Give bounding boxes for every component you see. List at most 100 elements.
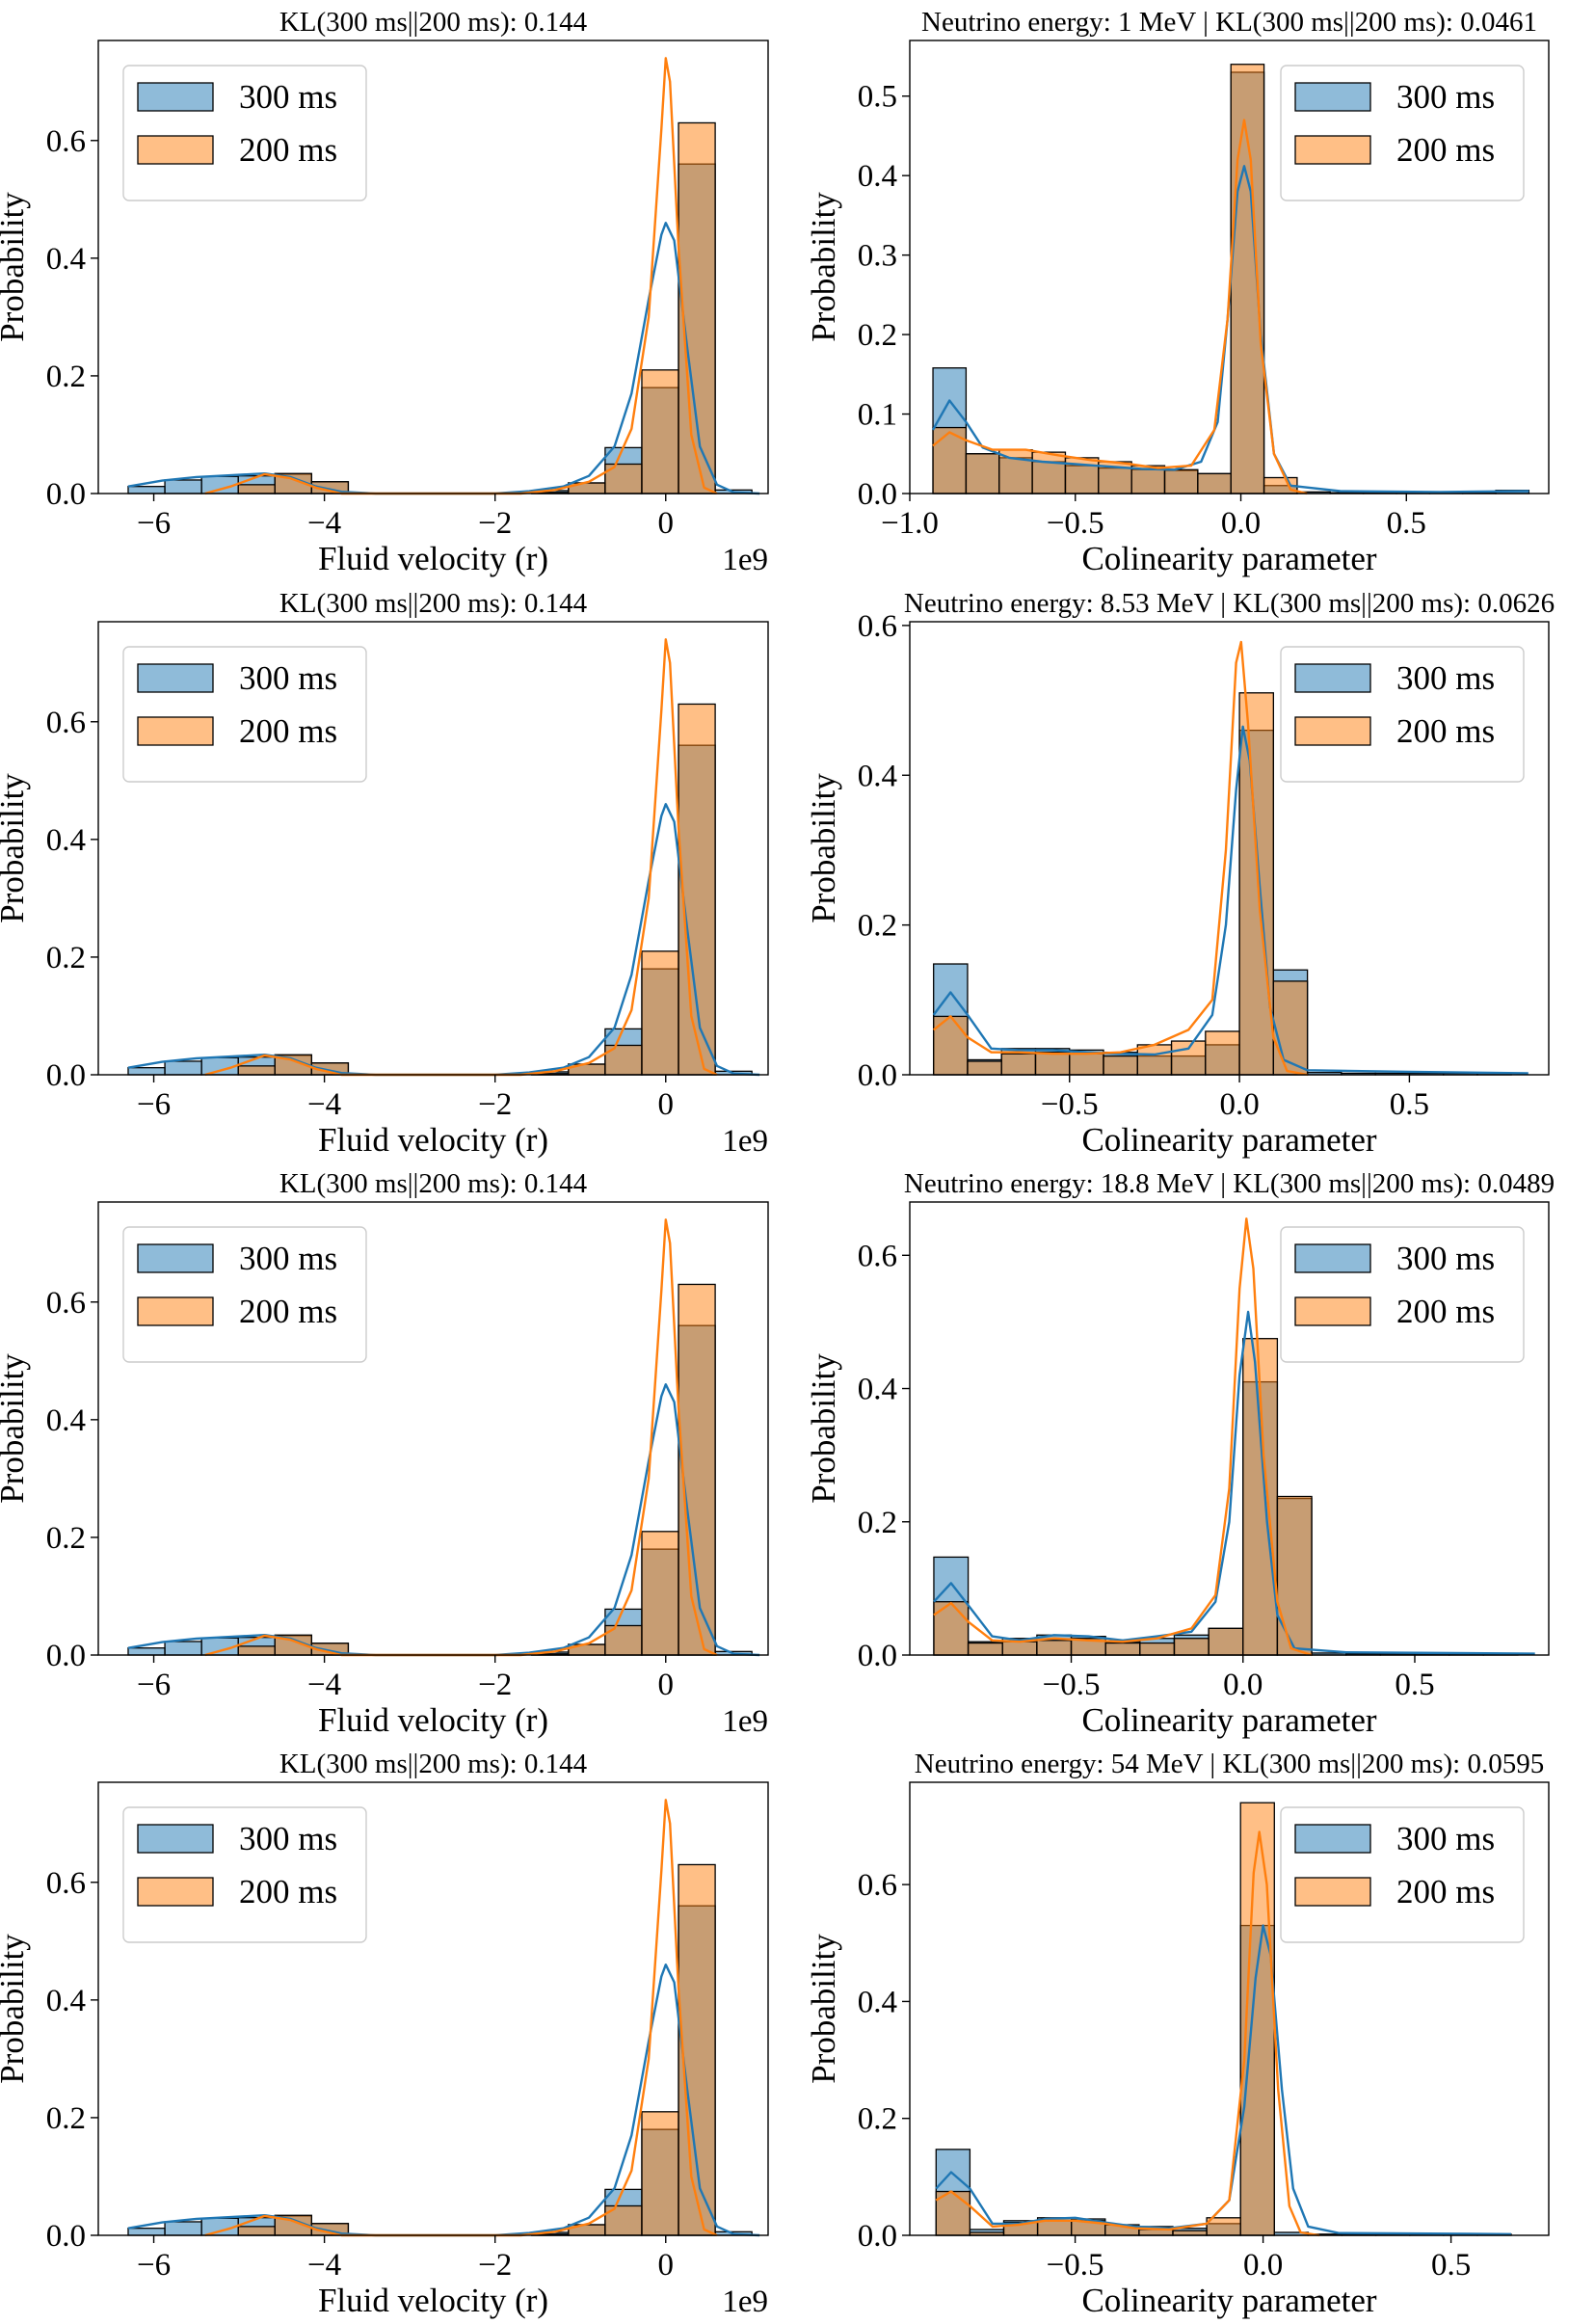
chart-title: Neutrino energy: 54 MeV | KL(300 ms||200… <box>915 1749 1544 1779</box>
y-tick-label: 0.4 <box>858 159 897 194</box>
kde-line-ms200 <box>932 119 1308 495</box>
legend: 300 ms 200 ms <box>1280 1226 1525 1363</box>
chart-panel: −6 −4 −2 0 0.0 0.2 0.4 0.6 KL(300 ms||200 ms): 0… <box>0 7 769 577</box>
y-axis-label: Probability <box>805 773 842 923</box>
x-tick-label: −4 <box>307 2248 341 2283</box>
histogram-bar <box>164 479 202 494</box>
legend: 300 ms 200 ms <box>122 1806 367 1943</box>
x-offset-label: 1e9 <box>722 543 768 577</box>
legend-swatch <box>1294 1877 1371 1907</box>
x-tick-label: 0 <box>658 1668 675 1702</box>
chart-panel: −0.5 0.0 0.5 0.0 0.2 0.4 0.6 Neutrino energy: 1… <box>805 1168 1555 1739</box>
chart-panel: −6 −4 −2 0 0.0 0.2 0.4 0.6 KL(300 ms||200 ms): 0… <box>0 1749 769 2319</box>
y-tick-label: 0.0 <box>858 1058 897 1093</box>
series-ms200-bars <box>933 692 1309 1076</box>
histogram-bar <box>1136 1044 1173 1076</box>
y-tick-label: 0.0 <box>46 1058 86 1093</box>
x-tick-label: −6 <box>137 2248 171 2283</box>
histogram-bar <box>164 1641 202 1656</box>
x-axis-label: Fluid velocity (r) <box>318 1121 548 1159</box>
x-tick-label: −4 <box>307 1668 341 1702</box>
legend-swatch <box>137 1243 214 1273</box>
histogram-bar <box>678 703 716 1076</box>
y-tick-label: 0.4 <box>858 1373 897 1407</box>
histogram-bar <box>1170 1040 1207 1076</box>
legend: 300 ms 200 ms <box>122 646 367 783</box>
legend-swatch <box>1294 135 1371 165</box>
x-tick-label: 0.5 <box>1395 1668 1434 1702</box>
axes-frame <box>97 621 769 1076</box>
histogram-bar <box>1036 2220 1073 2236</box>
y-tick-label: 0.2 <box>46 941 86 975</box>
x-tick-label: −0.5 <box>1041 1087 1099 1122</box>
legend-swatch <box>1294 1243 1371 1273</box>
legend-label: 300 ms <box>1396 659 1495 697</box>
x-tick-label: 0 <box>658 1087 675 1122</box>
histogram-bar <box>164 1060 202 1076</box>
x-tick-label: −6 <box>137 1668 171 1702</box>
y-axis-label: Probability <box>0 1934 31 2084</box>
y-tick-label: 0.4 <box>46 1403 86 1438</box>
chart-panel: −6 −4 −2 0 0.0 0.2 0.4 0.6 KL(300 ms||200 ms): 0… <box>0 588 769 1159</box>
kde-line-ms300 <box>932 725 1529 1075</box>
legend-swatch <box>1294 1296 1371 1326</box>
kde-line-ms200 <box>933 1217 1313 1657</box>
y-tick-label: 0.6 <box>46 124 86 159</box>
x-axis-label: Colinearity parameter <box>1081 2282 1376 2319</box>
histogram-bar <box>933 1601 970 1656</box>
histogram-bar <box>965 453 1000 494</box>
legend-swatch <box>1294 1824 1371 1854</box>
legend-swatch <box>137 1877 214 1907</box>
histogram-bar <box>1103 1055 1138 1076</box>
legend: 300 ms 200 ms <box>122 65 367 201</box>
y-tick-label: 0.0 <box>858 2219 897 2254</box>
legend-swatch <box>137 1824 214 1854</box>
chart-title: Neutrino energy: 1 MeV | KL(300 ms||200 … <box>921 7 1537 38</box>
x-axis-label: Colinearity parameter <box>1081 1701 1376 1739</box>
legend-swatch <box>137 82 214 112</box>
legend-label: 300 ms <box>239 659 337 697</box>
histogram-bar <box>1197 472 1232 494</box>
chart-title: Neutrino energy: 8.53 MeV | KL(300 ms||2… <box>904 588 1555 619</box>
y-tick-label: 0.2 <box>46 1521 86 1556</box>
x-tick-label: 0.0 <box>1221 506 1261 541</box>
legend-label: 300 ms <box>239 1820 337 1857</box>
x-tick-label: 0.0 <box>1243 2248 1283 2283</box>
x-axis-label: Colinearity parameter <box>1081 540 1376 577</box>
x-axis-label: Fluid velocity (r) <box>318 1701 548 1739</box>
y-tick-label: 0.2 <box>46 2101 86 2136</box>
legend-label: 200 ms <box>239 1293 337 1330</box>
legend-label: 200 ms <box>1396 712 1495 750</box>
axes-frame <box>97 1781 769 2236</box>
y-tick-label: 0.6 <box>858 1868 897 1903</box>
legend-swatch <box>1294 663 1371 693</box>
x-tick-label: −0.5 <box>1047 2248 1104 2283</box>
x-tick-label: −0.5 <box>1047 506 1104 541</box>
legend: 300 ms 200 ms <box>1280 646 1525 783</box>
histogram-bar <box>1272 980 1309 1076</box>
x-tick-label: 0.5 <box>1431 2248 1471 2283</box>
y-tick-label: 0.6 <box>46 1286 86 1321</box>
kde-line-ms300 <box>127 803 760 1077</box>
x-tick-label: −6 <box>137 506 171 541</box>
histogram-bar <box>604 2204 643 2236</box>
histogram-bar <box>1208 1627 1244 1656</box>
y-tick-label: 0.0 <box>46 1639 86 1673</box>
histogram-bar <box>1036 1640 1073 1656</box>
histogram-bar <box>164 2221 202 2236</box>
kde-line-ms200 <box>204 1218 718 1657</box>
chart-title: KL(300 ms||200 ms): 0.144 <box>279 588 588 619</box>
kde-line-ms300 <box>127 1963 760 2237</box>
legend: 300 ms 200 ms <box>122 1226 367 1363</box>
legend-label: 300 ms <box>239 1240 337 1277</box>
axes-frame <box>97 1201 769 1656</box>
legend-swatch <box>1294 716 1371 746</box>
y-tick-label: 0.6 <box>46 1866 86 1901</box>
y-axis-label: Probability <box>805 1353 842 1504</box>
legend-swatch <box>137 663 214 693</box>
legend-label: 200 ms <box>239 712 337 750</box>
kde-line-ms300 <box>127 1383 760 1657</box>
x-tick-label: −4 <box>307 1087 341 1122</box>
